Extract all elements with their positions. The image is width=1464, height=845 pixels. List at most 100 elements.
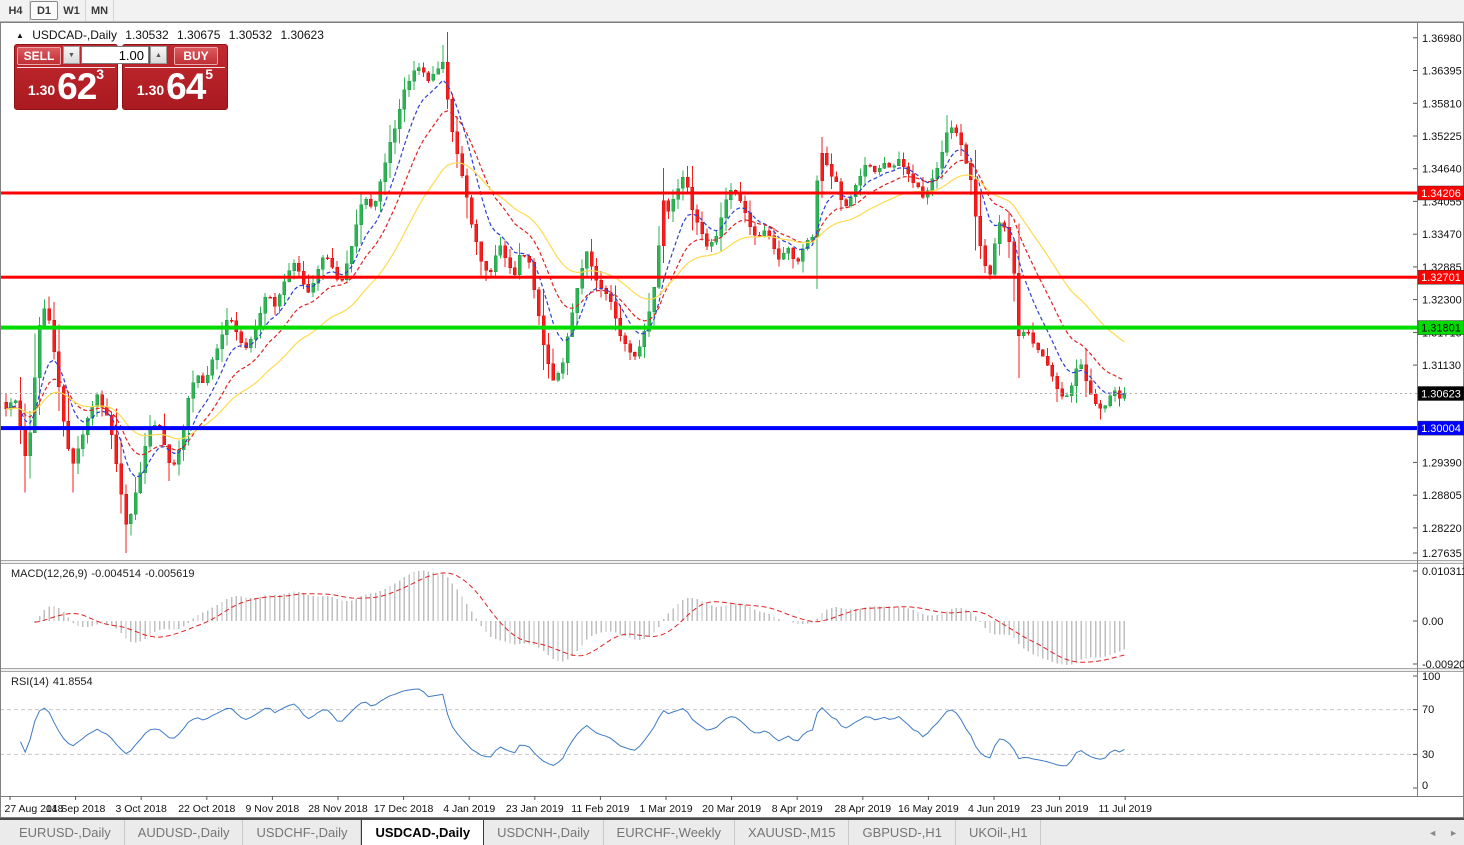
current-price-badge: 1.30623 [1417, 386, 1464, 401]
symbol-tab-usdcad-daily[interactable]: USDCAD-,Daily [361, 820, 485, 845]
horizontal-line-1.34206[interactable] [0, 191, 1417, 195]
symbol-tab-usdcnh-daily[interactable]: USDCNH-,Daily [484, 820, 604, 845]
date-label: 28 Apr 2019 [834, 803, 891, 815]
date-label: 3 Oct 2018 [116, 803, 168, 815]
ohlc-low: 1.30532 [228, 28, 273, 42]
date-label: 4 Jan 2019 [443, 803, 495, 815]
buy-price: 1.30 64 5 [125, 65, 225, 107]
date-label: 4 Jun 2019 [968, 803, 1020, 815]
timeframe-button-mn[interactable]: MN [86, 0, 114, 21]
price-tick-label: 1.36395 [1422, 66, 1462, 78]
price-tick-label: 1.34640 [1422, 164, 1462, 176]
sell-price-big: 62 [57, 65, 97, 107]
buy-price-big: 64 [166, 65, 206, 107]
macd-indicator-label: MACD(12,26,9) -0.004514 -0.005619 [11, 568, 195, 580]
sell-price-prefix: 1.30 [27, 82, 56, 98]
horizontal-line-1.32701[interactable] [0, 275, 1417, 279]
axis-badge-1.34206: 1.34206 [1417, 185, 1464, 201]
buy-price-sup: 5 [205, 66, 214, 82]
price-tick-label: 1.27635 [1422, 548, 1462, 560]
date-label: 16 May 2019 [898, 803, 959, 815]
date-label: 17 Dec 2018 [374, 803, 434, 815]
rsi-axis-label: 0 [1422, 780, 1428, 792]
date-label: 11 Jul 2019 [1098, 803, 1152, 815]
ohlc-close: 1.30623 [280, 28, 324, 42]
date-label: 1 Mar 2019 [639, 803, 692, 815]
rsi-axis-label: 30 [1422, 749, 1434, 761]
timeframe-button-h4[interactable]: H4 [2, 0, 30, 21]
rsi-line [19, 688, 1125, 767]
buy-button[interactable]: BUY [174, 47, 218, 65]
symbol-tab-xauusd-m15[interactable]: XAUUSD-,M15 [735, 820, 850, 845]
volume-decrease-button[interactable]: ▼ [63, 46, 80, 64]
ohlc-open: 1.30532 [125, 28, 169, 42]
price-tick-label: 1.29390 [1422, 457, 1462, 469]
symbol-tab-usdchf-daily[interactable]: USDCHF-,Daily [243, 820, 362, 845]
price-tick-label: 1.33470 [1422, 229, 1462, 241]
chart-title: ▲ USDCAD-,Daily 1.30532 1.30675 1.30532 … [16, 28, 324, 42]
macd-axis-label: -0.009203 [1422, 659, 1464, 671]
one-click-trade-panel: SELL 1.30 62 3 BUY 1.30 64 5 ▼ ▲ [14, 44, 228, 110]
symbol-tab-ukoil-h1[interactable]: UKOil-,H1 [956, 820, 1042, 845]
chart-canvas[interactable]: 1.369801.363951.358101.352251.346401.340… [0, 22, 1464, 818]
date-label: 27 Aug 2018 [5, 803, 64, 815]
rsi-axis-label: 100 [1422, 671, 1440, 683]
symbol-tab-eurusd-daily[interactable]: EURUSD-,Daily [6, 820, 125, 845]
price-tick-label: 1.32300 [1422, 295, 1462, 307]
sell-button[interactable]: SELL [17, 47, 61, 65]
svg-text:1.30623: 1.30623 [1421, 389, 1461, 401]
timeframe-button-w1[interactable]: W1 [58, 0, 86, 21]
svg-text:1.30004: 1.30004 [1421, 423, 1461, 435]
symbol-tab-bar: EURUSD-,Daily AUDUSD-,Daily USDCHF-,Daily U… [0, 818, 1464, 845]
collapse-panel-icon[interactable]: ▲ [16, 31, 24, 40]
macd-signal-line [34, 572, 1125, 663]
buy-price-prefix: 1.30 [136, 82, 165, 98]
price-tick-label: 1.35225 [1422, 131, 1462, 143]
tab-scroll-right-icon[interactable]: ► [1449, 827, 1458, 838]
rsi-indicator-label: RSI(14) 41.8554 [11, 676, 93, 688]
ma-8-line [5, 79, 1125, 478]
date-label: 22 Oct 2018 [178, 803, 235, 815]
date-label: 11 Feb 2019 [571, 803, 629, 815]
price-axis: 1.369801.363951.358101.352251.346401.340… [1413, 33, 1462, 560]
tab-scroll-left-icon[interactable]: ◄ [1428, 827, 1438, 838]
date-label: 9 Nov 2018 [246, 803, 300, 815]
axis-badge-1.31801: 1.31801 [1417, 320, 1464, 335]
macd-axis-label: 0.010311 [1422, 566, 1464, 578]
symbol-tab-audusd-daily[interactable]: AUDUSD-,Daily [125, 820, 244, 845]
date-label: 8 Apr 2019 [772, 803, 823, 815]
timeframe-button-d1[interactable]: D1 [30, 1, 58, 20]
date-label: 23 Jan 2019 [506, 803, 564, 815]
tab-scroll-controls: ◄ ► [1428, 820, 1458, 845]
rsi-axis-label: 70 [1422, 704, 1434, 716]
symbol-tab-eurchf-weekly[interactable]: EURCHF-,Weekly [604, 820, 736, 845]
date-label: 28 Nov 2018 [308, 803, 368, 815]
date-label: 23 Jun 2019 [1031, 803, 1089, 815]
price-tick-label: 1.28220 [1422, 523, 1462, 535]
price-tick-label: 1.31130 [1422, 360, 1461, 372]
volume-increase-button[interactable]: ▲ [150, 46, 167, 64]
sell-price: 1.30 62 3 [17, 65, 115, 107]
ohlc-high: 1.30675 [177, 28, 221, 42]
price-tick-label: 1.36980 [1422, 33, 1462, 45]
macd-axis-label: 0.00 [1422, 616, 1443, 628]
svg-text:1.31801: 1.31801 [1421, 323, 1461, 335]
horizontal-line-1.31801[interactable] [0, 325, 1417, 330]
ma-16-line [5, 110, 1125, 456]
symbol-tab-gbpusd-h1[interactable]: GBPUSD-,H1 [849, 820, 956, 845]
axis-badge-1.32701: 1.32701 [1417, 269, 1464, 285]
chart-symbol-label: USDCAD-,Daily [32, 28, 117, 42]
svg-text:1.32701: 1.32701 [1421, 272, 1461, 284]
date-label: 14 Sep 2018 [46, 803, 106, 815]
price-tick-label: 1.28805 [1422, 490, 1462, 502]
chart-window: 1.36980 1.36395 1.35810 1.35225 1.34640 1.340… [0, 22, 1464, 818]
price-tick-label: 1.35810 [1422, 98, 1462, 110]
ma-32-line [5, 162, 1125, 440]
horizontal-line-1.30004[interactable] [0, 426, 1417, 431]
timeframe-toolbar: H4 D1 W1 MN [0, 0, 1464, 22]
volume-input[interactable] [81, 46, 149, 64]
sell-price-sup: 3 [96, 66, 105, 82]
axis-badge-1.30004: 1.30004 [1417, 420, 1464, 436]
svg-text:1.34206: 1.34206 [1421, 188, 1461, 200]
